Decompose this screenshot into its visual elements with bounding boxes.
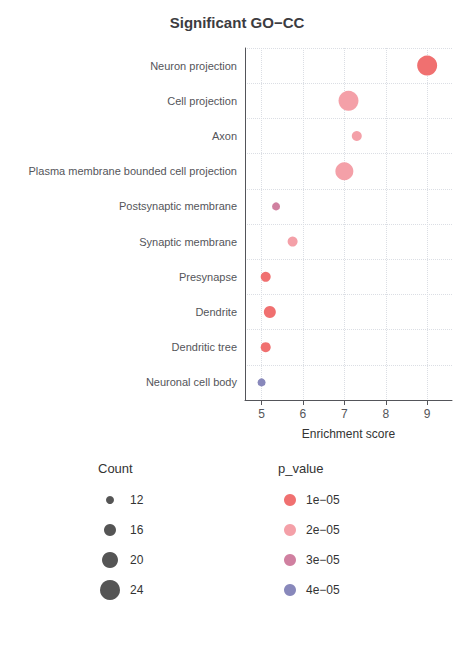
svg-text:Cell projection: Cell projection (167, 95, 237, 107)
svg-text:7: 7 (341, 407, 348, 421)
svg-text:Presynapse: Presynapse (179, 271, 237, 283)
svg-text:Plasma membrane bounded cell p: Plasma membrane bounded cell projection (28, 165, 237, 177)
svg-text:9: 9 (424, 407, 431, 421)
svg-text:Axon: Axon (212, 130, 237, 142)
svg-text:4e−05: 4e−05 (306, 583, 340, 597)
svg-text:5: 5 (258, 407, 265, 421)
svg-text:p_value: p_value (278, 461, 324, 476)
svg-text:6: 6 (300, 407, 307, 421)
svg-text:12: 12 (130, 493, 144, 507)
svg-text:16: 16 (130, 523, 144, 537)
svg-text:Neuronal cell body: Neuronal cell body (146, 376, 238, 388)
svg-text:Count: Count (98, 461, 133, 476)
svg-text:Significant GO−CC: Significant GO−CC (170, 14, 305, 31)
svg-text:2e−05: 2e−05 (306, 523, 340, 537)
svg-text:Synaptic membrane: Synaptic membrane (139, 236, 237, 248)
svg-text:Postsynaptic membrane: Postsynaptic membrane (119, 200, 237, 212)
svg-text:8: 8 (382, 407, 389, 421)
svg-text:24: 24 (130, 583, 144, 597)
svg-text:Neuron projection: Neuron projection (150, 60, 237, 72)
svg-text:Dendrite: Dendrite (195, 306, 237, 318)
svg-text:3e−05: 3e−05 (306, 553, 340, 567)
svg-text:20: 20 (130, 553, 144, 567)
svg-text:1e−05: 1e−05 (306, 493, 340, 507)
svg-text:Dendritic tree: Dendritic tree (172, 341, 237, 353)
svg-text:Enrichment score: Enrichment score (302, 427, 396, 441)
